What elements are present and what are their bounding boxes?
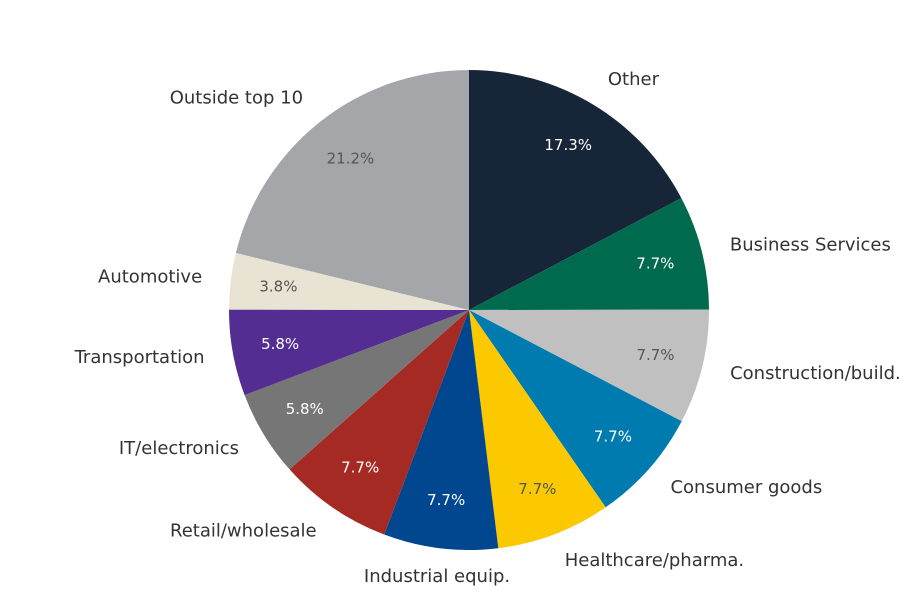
category-label: IT/electronics bbox=[119, 438, 239, 459]
pie-slice bbox=[229, 252, 469, 310]
category-label: Industrial equip. bbox=[364, 566, 510, 587]
pie-slice bbox=[469, 198, 709, 310]
value-label: 7.7% bbox=[636, 346, 674, 364]
category-label: Construction/build. bbox=[730, 363, 901, 384]
pie-slice bbox=[469, 310, 606, 549]
value-label: 21.2% bbox=[327, 149, 375, 167]
value-label: 5.8% bbox=[261, 335, 299, 353]
pie-slice bbox=[244, 310, 469, 470]
pie-slice bbox=[289, 310, 469, 535]
category-label: Consumer goods bbox=[670, 477, 822, 498]
pie-slice bbox=[469, 310, 682, 508]
value-label: 7.7% bbox=[427, 491, 465, 509]
pie-slice bbox=[384, 310, 499, 551]
category-label: Transportation bbox=[74, 347, 205, 368]
category-label: Retail/wholesale bbox=[170, 520, 317, 541]
category-label: Other bbox=[608, 69, 660, 90]
category-label: Business Services bbox=[730, 234, 891, 255]
pie-slice bbox=[469, 70, 682, 310]
value-label: 7.7% bbox=[594, 428, 632, 446]
category-label: Outside top 10 bbox=[170, 88, 303, 109]
category-label: Healthcare/pharma. bbox=[565, 550, 744, 571]
value-label: 3.8% bbox=[259, 277, 297, 295]
value-label: 17.3% bbox=[544, 136, 592, 154]
value-label: 7.7% bbox=[518, 480, 556, 498]
pie-slice bbox=[229, 309, 469, 396]
pie-slice bbox=[235, 70, 469, 310]
category-label: Automotive bbox=[98, 267, 202, 288]
pie-slice bbox=[469, 309, 709, 422]
value-label: 5.8% bbox=[286, 400, 324, 418]
value-label: 7.7% bbox=[636, 254, 674, 272]
value-label: 7.7% bbox=[341, 459, 379, 477]
